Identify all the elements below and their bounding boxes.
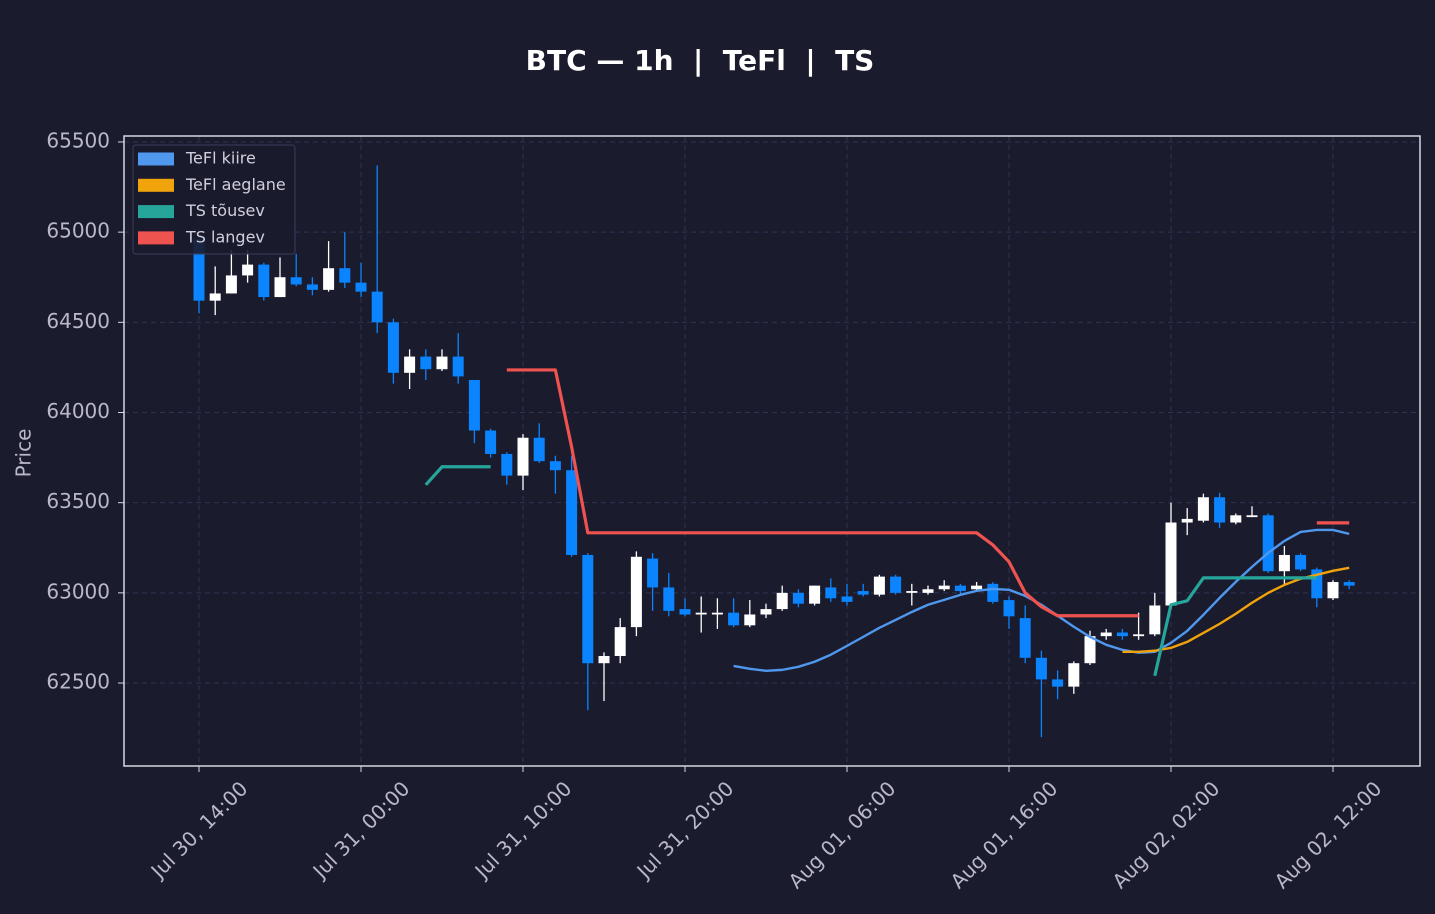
candle-body (598, 655, 610, 664)
candle-body (566, 470, 578, 555)
candle-body (938, 585, 950, 590)
candle-body (549, 461, 561, 471)
candle-body (1262, 515, 1274, 572)
candle-body (1181, 518, 1193, 523)
candle-body (744, 614, 756, 626)
candle-body (1295, 554, 1307, 570)
candle-body (1149, 605, 1161, 635)
legend-swatch (138, 231, 174, 245)
candle-body (792, 592, 804, 604)
candle-body (841, 596, 853, 602)
candle-body (1230, 515, 1242, 523)
legend-swatch (138, 152, 174, 166)
candle-body (1052, 679, 1064, 687)
candle-body (1084, 636, 1096, 664)
candle-body (776, 592, 788, 610)
candle-body (825, 587, 837, 599)
candle-body (809, 585, 821, 604)
candle-body (1343, 582, 1355, 586)
candle-body (728, 612, 740, 626)
y-tick-label: 64500 (46, 309, 110, 333)
candle-body (1003, 600, 1015, 617)
candle-body (485, 430, 497, 454)
candle-body (404, 356, 416, 373)
chart-title: BTC — 1h | TeFl | TS (526, 44, 875, 77)
candle-body (193, 239, 205, 301)
indicator-line (506, 368, 1350, 618)
candle-body (1068, 663, 1080, 687)
legend-box (132, 144, 296, 255)
candle-body (355, 282, 367, 292)
legend-label: TeFl aeglane (185, 175, 286, 194)
candle-body (420, 356, 432, 370)
candle-body (371, 291, 383, 323)
candle-body (630, 556, 642, 628)
candle-body (1133, 634, 1145, 637)
legend-label: TeFl kiire (185, 149, 256, 168)
candle-body (1116, 632, 1128, 637)
candle-body (1311, 569, 1323, 599)
y-tick-label: 63000 (46, 579, 110, 603)
candle-body (242, 264, 254, 276)
candle-body (922, 589, 934, 593)
candle-body (873, 576, 885, 595)
candle-body (582, 554, 594, 664)
candle-body (1214, 497, 1226, 523)
y-tick-label: 64000 (46, 399, 110, 423)
candle-body (323, 268, 335, 290)
candle-body (274, 277, 286, 298)
candle-body (387, 322, 399, 373)
candle-body (1035, 657, 1047, 680)
candle-body (306, 284, 318, 290)
plot (193, 165, 1355, 738)
plot-frame (123, 135, 1421, 767)
candle-body (1100, 632, 1112, 637)
candle-body (647, 558, 659, 588)
legend-swatch (138, 205, 174, 219)
candle-body (209, 293, 221, 301)
legend-swatch (138, 178, 174, 192)
candle-body (663, 587, 675, 611)
candle-body (517, 437, 529, 476)
candle-body (695, 612, 707, 615)
y-tick-label: 65500 (46, 128, 110, 152)
candle-body (711, 612, 723, 615)
candle-body (1165, 522, 1177, 606)
grid (118, 136, 1420, 772)
candle-body (857, 591, 869, 595)
candle-body (614, 627, 626, 656)
candle-body (501, 453, 513, 476)
candle-body (1246, 515, 1258, 518)
y-axis-label: Price (12, 429, 36, 478)
y-tick-label: 62500 (46, 670, 110, 694)
candle-body (468, 380, 480, 431)
candle-body (679, 609, 691, 615)
candle-body (339, 268, 351, 283)
y-tick-label: 65000 (46, 219, 110, 243)
candle-body (987, 583, 999, 602)
candle-body (258, 264, 270, 298)
legend-label: TS langev (185, 227, 265, 246)
candle-body (1197, 497, 1209, 521)
candle-body (1278, 554, 1290, 572)
indicator-line (424, 465, 1317, 677)
candle-body (452, 356, 464, 377)
candle-body (906, 591, 918, 593)
candle-body (971, 585, 983, 590)
candle-body (225, 275, 237, 294)
candle-body (890, 576, 902, 593)
candle-body (290, 277, 302, 285)
y-tick-label: 63500 (46, 489, 110, 513)
legend-label: TS tõusev (185, 201, 265, 220)
candle-body (954, 585, 966, 592)
candle-body (1327, 582, 1339, 599)
candle-body (533, 437, 545, 462)
candle-body (1019, 618, 1031, 658)
legend: TeFl kiire TeFl aeglane TS tõusev TS langev (132, 144, 296, 255)
candle-body (436, 356, 448, 370)
candle-body (760, 609, 772, 615)
